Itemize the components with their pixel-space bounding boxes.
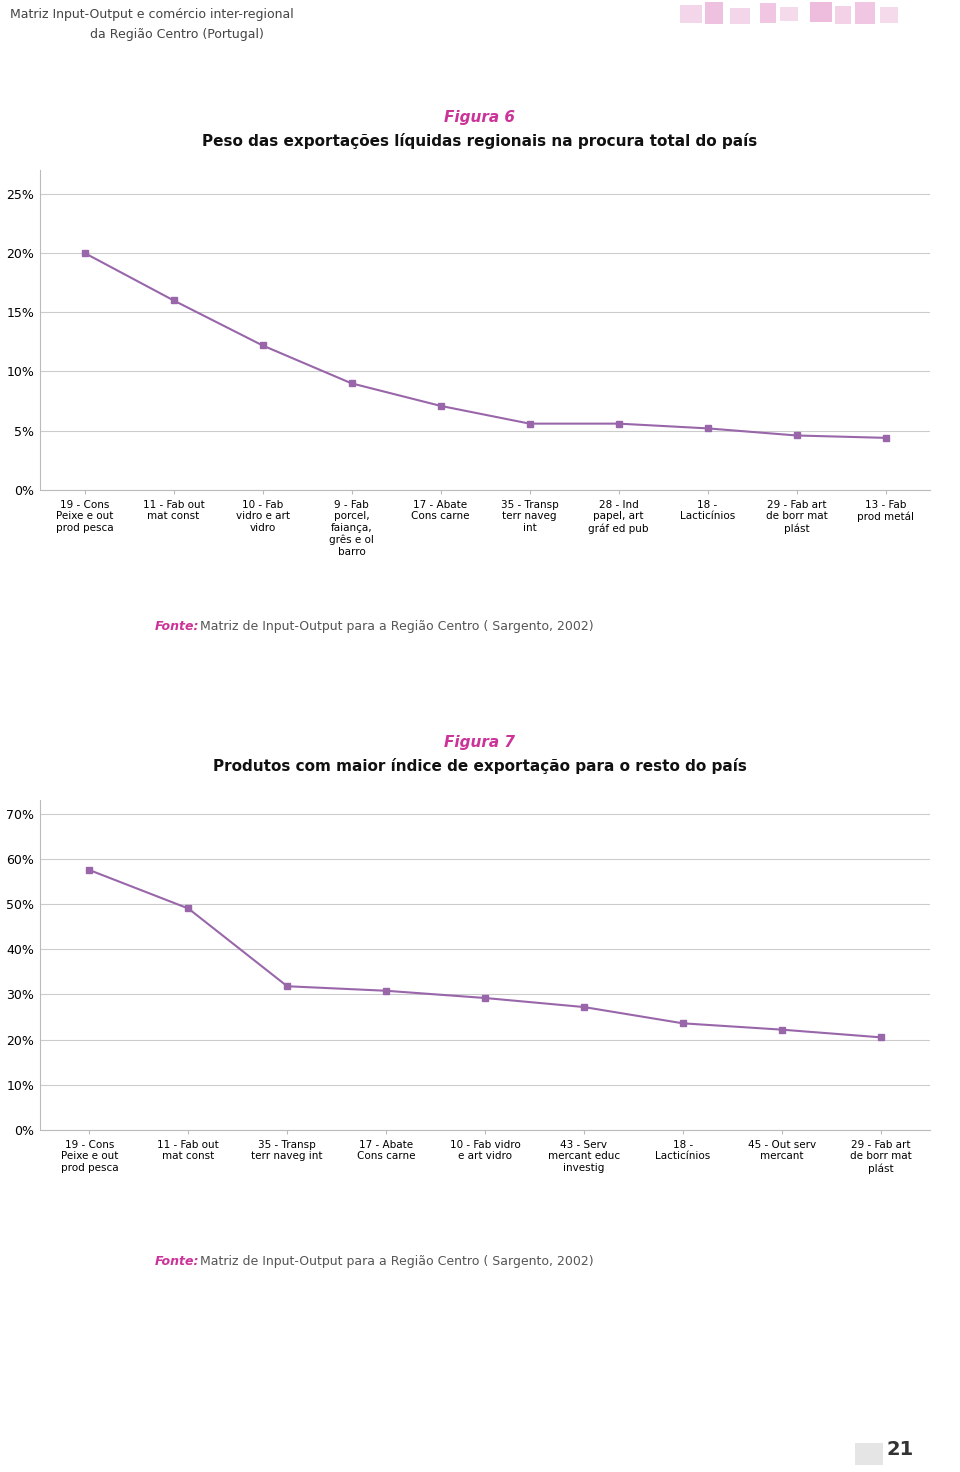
Text: Figura 7: Figura 7 xyxy=(444,735,516,751)
Text: 21: 21 xyxy=(886,1440,914,1459)
Text: da Região Centro (Portugal): da Região Centro (Portugal) xyxy=(90,28,264,41)
Text: Matriz de Input-Output para a Região Centro ( Sargento, 2002): Matriz de Input-Output para a Região Cen… xyxy=(196,1256,593,1267)
Text: Matriz Input-Output e comércio inter-regional: Matriz Input-Output e comércio inter-reg… xyxy=(10,7,294,21)
Text: Figura 6: Figura 6 xyxy=(444,110,516,125)
Text: Fonte:: Fonte: xyxy=(155,620,200,633)
Text: Fonte:: Fonte: xyxy=(155,1256,200,1267)
Text: Matriz de Input-Output para a Região Centro ( Sargento, 2002): Matriz de Input-Output para a Região Cen… xyxy=(196,620,593,633)
Text: Produtos com maior índice de exportação para o resto do país: Produtos com maior índice de exportação … xyxy=(213,758,747,774)
Text: Peso das exportações líquidas regionais na procura total do país: Peso das exportações líquidas regionais … xyxy=(203,132,757,149)
